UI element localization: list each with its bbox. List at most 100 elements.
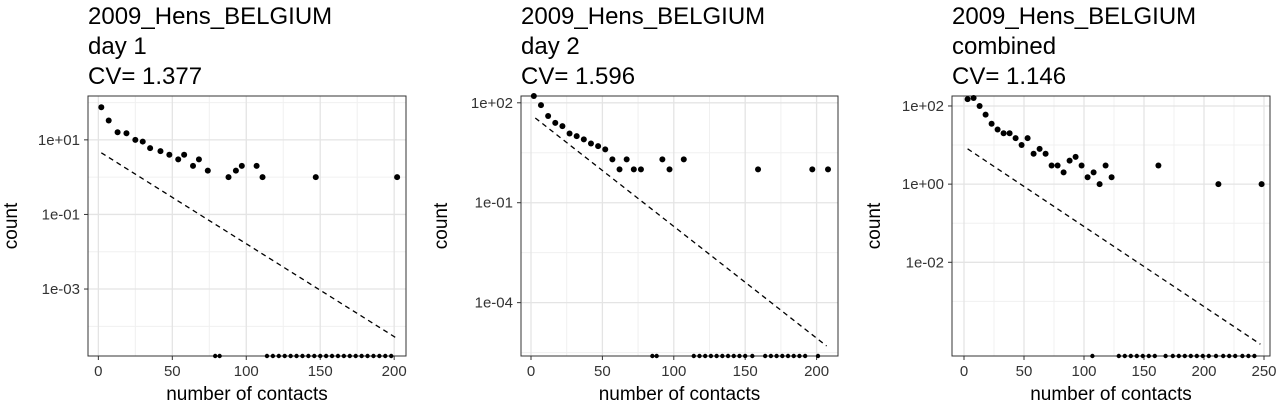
data-point xyxy=(609,156,616,163)
data-point xyxy=(755,166,762,173)
panel-title-line: 2009_Hens_BELGIUM xyxy=(88,3,332,30)
zero-count-point xyxy=(1188,353,1194,359)
data-point xyxy=(1084,174,1091,181)
panel-border xyxy=(951,95,1271,357)
zero-count-point xyxy=(1116,353,1122,359)
y-tick-label: 1e-01 xyxy=(475,195,513,212)
zero-count-point xyxy=(1246,353,1251,359)
zero-count-point xyxy=(1152,353,1158,359)
y-tick-label: 1e+02 xyxy=(902,98,944,115)
zero-count-point xyxy=(365,353,370,359)
zero-count-point xyxy=(1200,353,1206,359)
data-point xyxy=(595,143,602,150)
data-point xyxy=(994,126,1001,133)
panel-3: 2009_Hens_BELGIUM combined CV= 1.146 0 50 100… xyxy=(864,3,1277,405)
zero-count-point xyxy=(1176,353,1182,359)
data-point xyxy=(680,156,687,163)
zero-count-point xyxy=(353,353,358,359)
panel-border xyxy=(87,95,407,357)
zero-count-point xyxy=(791,353,796,359)
data-point xyxy=(157,148,164,155)
zero-count-point xyxy=(691,353,696,359)
data-point xyxy=(1012,135,1019,142)
x-tick-label: 200 xyxy=(382,363,407,380)
data-point xyxy=(602,146,609,153)
x-axis-label: number of contacts xyxy=(599,384,761,405)
data-point xyxy=(204,167,211,174)
x-tick-label: 200 xyxy=(1191,363,1216,380)
zero-count-point xyxy=(742,353,748,359)
zero-count-point xyxy=(383,353,388,359)
zero-count-point xyxy=(750,353,755,359)
zero-count-point xyxy=(1213,353,1219,359)
zero-count-point xyxy=(1128,353,1134,359)
data-point xyxy=(114,129,121,136)
panel-title-line: day 1 xyxy=(88,33,147,60)
panel-title-line: 2009_Hens_BELGIUM xyxy=(952,3,1196,30)
zero-count-point xyxy=(703,353,708,359)
x-tick-label: 100 xyxy=(1071,363,1096,380)
data-point xyxy=(1258,181,1265,188)
zero-count-point xyxy=(329,353,335,359)
zero-count-point xyxy=(312,353,317,359)
zero-count-point xyxy=(335,353,341,359)
panel-title-line: 2009_Hens_BELGIUM xyxy=(521,3,765,30)
zero-count-point xyxy=(708,353,714,359)
x-tick-label: 150 xyxy=(1131,363,1156,380)
x-axis-label: number of contacts xyxy=(1030,384,1192,405)
data-point xyxy=(1072,153,1079,160)
data-point xyxy=(988,120,995,127)
zero-count-point xyxy=(377,353,382,359)
data-point xyxy=(623,156,630,163)
zero-count-point xyxy=(282,353,287,359)
data-point xyxy=(225,174,232,181)
zero-count-point xyxy=(347,353,352,359)
panel-title-line: CV= 1.146 xyxy=(952,63,1066,90)
zero-count-point xyxy=(318,353,323,359)
data-point xyxy=(1060,169,1067,176)
data-point xyxy=(1078,162,1085,169)
zero-count-point xyxy=(714,353,719,359)
data-point xyxy=(630,166,637,173)
zero-count-point xyxy=(359,353,364,359)
data-point xyxy=(139,138,146,145)
data-point xyxy=(1024,135,1031,142)
data-point xyxy=(238,162,245,169)
zero-count-point xyxy=(371,353,376,359)
zero-count-point xyxy=(1206,353,1212,359)
zero-count-point xyxy=(1146,353,1152,359)
data-point xyxy=(537,102,544,109)
zero-count-point xyxy=(213,353,218,359)
zero-count-point xyxy=(294,353,299,359)
x-tick-label: 100 xyxy=(234,363,259,380)
data-point xyxy=(1048,162,1055,169)
data-point xyxy=(1155,162,1162,169)
x-tick-label: 0 xyxy=(960,363,968,380)
zero-count-point xyxy=(1122,353,1128,359)
panel-title-line: day 2 xyxy=(521,33,580,60)
data-point xyxy=(105,117,112,124)
panel-title-line: CV= 1.596 xyxy=(521,63,635,90)
x-tick-label: 100 xyxy=(661,363,686,380)
data-point xyxy=(1030,150,1037,157)
zero-count-point xyxy=(1221,353,1226,359)
data-point xyxy=(1102,162,1109,169)
zero-count-point xyxy=(323,353,329,359)
data-point xyxy=(1054,162,1061,169)
x-tick-label: 150 xyxy=(308,363,333,380)
zero-count-point xyxy=(264,353,270,359)
data-point xyxy=(312,174,319,181)
data-point xyxy=(970,94,977,101)
x-tick-label: 250 xyxy=(1251,363,1276,380)
zero-count-point xyxy=(1140,353,1146,359)
zero-count-point xyxy=(1227,353,1232,359)
x-tick-label: 150 xyxy=(733,363,758,380)
data-point xyxy=(580,136,587,143)
zero-count-point xyxy=(300,353,305,359)
zero-count-point xyxy=(1194,353,1200,359)
data-point xyxy=(1066,157,1073,164)
data-point xyxy=(825,166,832,173)
